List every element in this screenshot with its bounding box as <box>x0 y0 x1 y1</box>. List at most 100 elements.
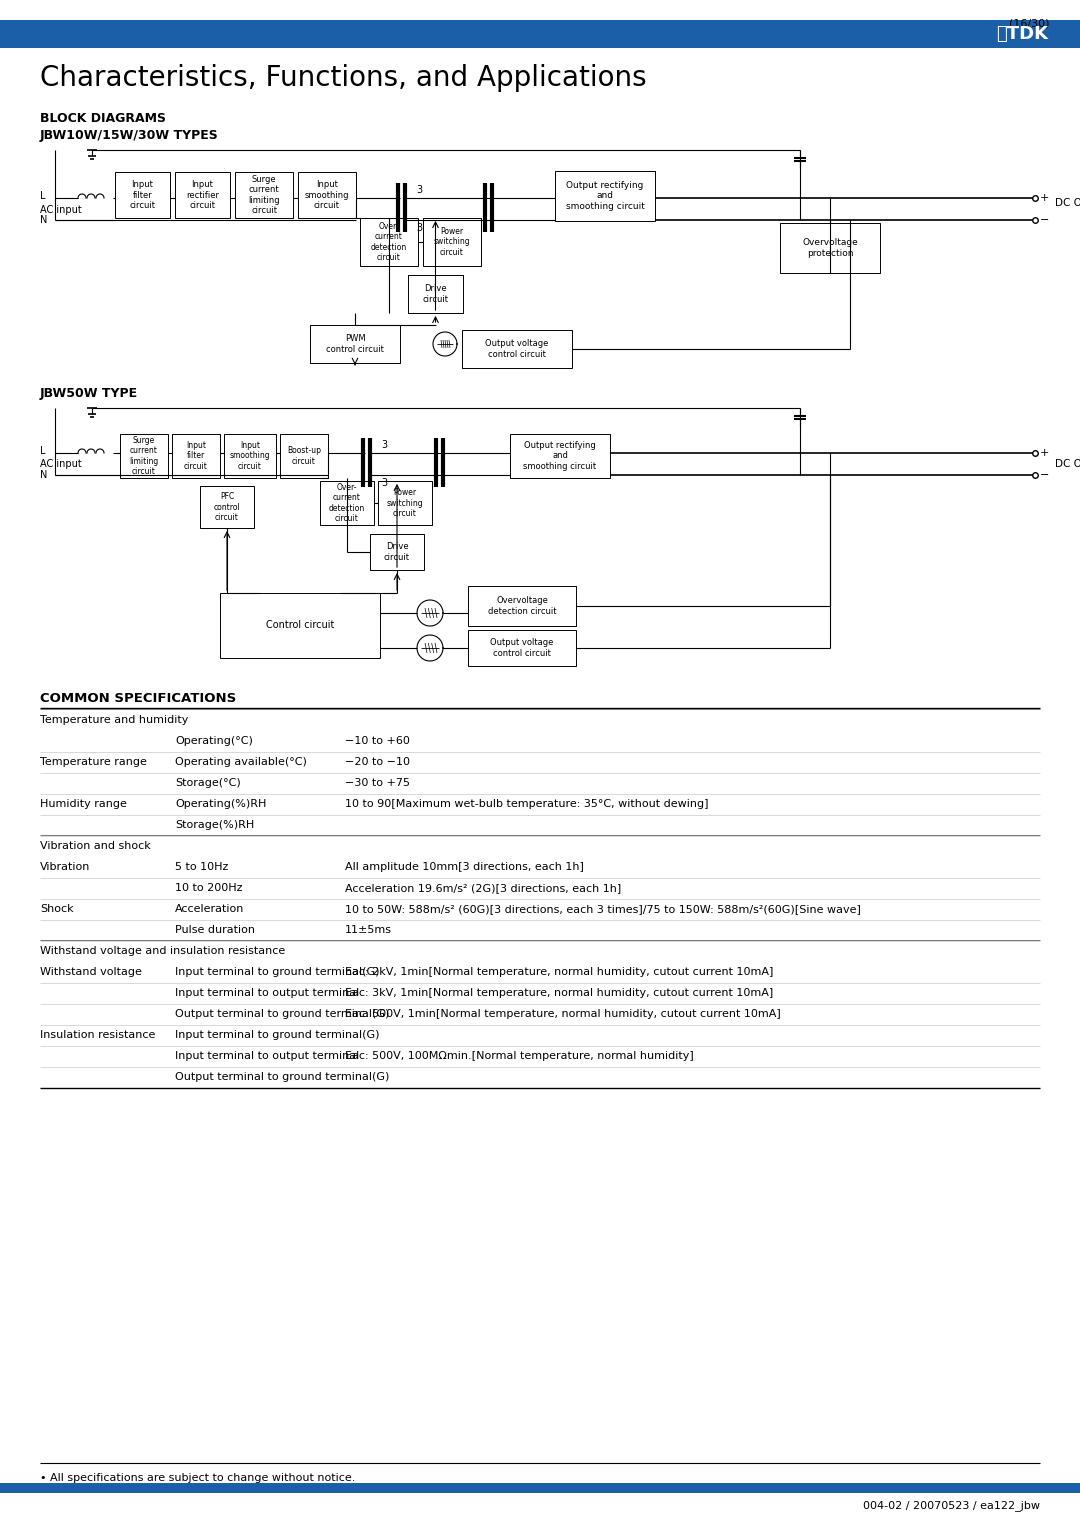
Text: Output voltage
control circuit: Output voltage control circuit <box>490 639 554 657</box>
Text: Surge
current
limiting
circuit: Surge current limiting circuit <box>248 174 280 215</box>
Text: AC input: AC input <box>40 205 82 215</box>
Text: Output rectifying
and
smoothing circuit: Output rectifying and smoothing circuit <box>566 182 645 211</box>
Bar <box>175 173 230 219</box>
Text: Vibration: Vibration <box>40 862 91 872</box>
Text: Storage(%)RH: Storage(%)RH <box>175 821 254 830</box>
Bar <box>378 481 432 526</box>
Bar <box>370 533 424 570</box>
Text: Temperature and humidity: Temperature and humidity <box>40 715 188 724</box>
Bar <box>510 434 610 478</box>
Text: Input
smoothing
circuit: Input smoothing circuit <box>230 442 270 471</box>
Text: 10 to 50W: 588m/s² (60G)[3 directions, each 3 times]/75 to 150W: 588m/s²(60G)[Si: 10 to 50W: 588m/s² (60G)[3 directions, e… <box>345 905 861 914</box>
Bar <box>360 219 418 266</box>
Text: Drive
circuit: Drive circuit <box>384 542 410 562</box>
Text: Acceleration: Acceleration <box>175 905 244 914</box>
Text: Characteristics, Functions, and Applications: Characteristics, Functions, and Applicat… <box>40 64 647 92</box>
Bar <box>462 330 572 368</box>
Bar <box>468 587 576 626</box>
Text: Overvoltage
detection circuit: Overvoltage detection circuit <box>488 596 556 616</box>
Text: Shock: Shock <box>40 905 73 914</box>
Text: 10 to 200Hz: 10 to 200Hz <box>175 883 243 892</box>
Text: Output terminal to ground terminal(G): Output terminal to ground terminal(G) <box>175 1008 390 1019</box>
Text: Eac: 500V, 1min[Normal temperature, normal humidity, cutout current 10mA]: Eac: 500V, 1min[Normal temperature, norm… <box>345 1008 781 1019</box>
Bar <box>235 173 293 219</box>
Text: Surge
current
limiting
circuit: Surge current limiting circuit <box>130 435 159 477</box>
Text: N: N <box>40 471 48 480</box>
Text: ⓉTDK: ⓉTDK <box>996 24 1048 43</box>
Text: Withstand voltage and insulation resistance: Withstand voltage and insulation resista… <box>40 946 285 957</box>
Bar <box>114 173 170 219</box>
Text: (16/30): (16/30) <box>1010 18 1050 28</box>
Bar <box>200 486 254 529</box>
Text: +: + <box>1040 448 1050 458</box>
Text: DC OUT: DC OUT <box>1055 458 1080 469</box>
Text: • All specifications are subject to change without notice.: • All specifications are subject to chan… <box>40 1473 355 1484</box>
Bar <box>780 223 880 274</box>
Text: L: L <box>40 446 45 455</box>
Text: Input
smoothing
circuit: Input smoothing circuit <box>305 180 349 209</box>
Bar <box>0 1484 1080 1493</box>
Text: 10 to 90[Maximum wet-bulb temperature: 35°C, without dewing]: 10 to 90[Maximum wet-bulb temperature: 3… <box>345 799 708 808</box>
Text: Eac: 3kV, 1min[Normal temperature, normal humidity, cutout current 10mA]: Eac: 3kV, 1min[Normal temperature, norma… <box>345 989 773 998</box>
Text: Power
switching
circuit: Power switching circuit <box>387 487 423 518</box>
Text: Withstand voltage: Withstand voltage <box>40 967 141 976</box>
Text: Input terminal to output terminal: Input terminal to output terminal <box>175 1051 360 1060</box>
Text: Eac: 500V, 100MΩmin.[Normal temperature, normal humidity]: Eac: 500V, 100MΩmin.[Normal temperature,… <box>345 1051 693 1060</box>
Text: Input
rectifier
circuit: Input rectifier circuit <box>186 180 219 209</box>
Text: +: + <box>1040 193 1050 203</box>
Text: −: − <box>1040 471 1050 480</box>
Text: PFC
control
circuit: PFC control circuit <box>214 492 241 523</box>
Text: N: N <box>40 215 48 225</box>
Text: Operating(°C): Operating(°C) <box>175 736 253 746</box>
Text: Output voltage
control circuit: Output voltage control circuit <box>485 339 549 359</box>
Text: Input
filter
circuit: Input filter circuit <box>130 180 156 209</box>
Text: JBW10W/15W/30W TYPES: JBW10W/15W/30W TYPES <box>40 128 219 142</box>
Text: Input terminal to ground terminal(G): Input terminal to ground terminal(G) <box>175 1030 379 1041</box>
Text: Output terminal to ground terminal(G): Output terminal to ground terminal(G) <box>175 1073 390 1082</box>
Text: Operating(%)RH: Operating(%)RH <box>175 799 267 808</box>
Text: Vibration and shock: Vibration and shock <box>40 840 151 851</box>
Bar <box>172 434 220 478</box>
Text: Over-
current
detection
circuit: Over- current detection circuit <box>329 483 365 523</box>
Text: Output rectifying
and
smoothing circuit: Output rectifying and smoothing circuit <box>524 442 596 471</box>
Bar <box>408 275 463 313</box>
Text: −: − <box>1040 215 1050 225</box>
Bar <box>220 593 380 659</box>
Text: 3: 3 <box>381 440 387 451</box>
Text: 3: 3 <box>416 185 422 196</box>
Text: 3: 3 <box>416 223 422 232</box>
Text: Drive
circuit: Drive circuit <box>422 284 448 304</box>
Text: AC input: AC input <box>40 458 82 469</box>
Text: DC OUT: DC OUT <box>1055 199 1080 208</box>
Bar <box>555 171 654 222</box>
Text: Operating available(°C): Operating available(°C) <box>175 756 307 767</box>
Text: Overvoltage
protection: Overvoltage protection <box>802 238 858 258</box>
Bar <box>0 20 1080 47</box>
Text: JBW50W TYPE: JBW50W TYPE <box>40 387 138 399</box>
Text: Over-
current
detection
circuit: Over- current detection circuit <box>370 222 407 263</box>
Text: Acceleration 19.6m/s² (2G)[3 directions, each 1h]: Acceleration 19.6m/s² (2G)[3 directions,… <box>345 883 621 892</box>
Text: PWM
control circuit: PWM control circuit <box>326 335 383 353</box>
Bar <box>280 434 328 478</box>
Text: COMMON SPECIFICATIONS: COMMON SPECIFICATIONS <box>40 692 237 704</box>
Bar <box>468 630 576 666</box>
Text: 3: 3 <box>381 478 387 487</box>
Text: 11±5ms: 11±5ms <box>345 924 392 935</box>
Text: Input terminal to output terminal: Input terminal to output terminal <box>175 989 360 998</box>
Text: L: L <box>40 191 45 202</box>
Bar <box>310 325 400 364</box>
Text: Insulation resistance: Insulation resistance <box>40 1030 156 1041</box>
Text: −20 to −10: −20 to −10 <box>345 756 410 767</box>
Text: −10 to +60: −10 to +60 <box>345 736 410 746</box>
Text: Eac: 2kV, 1min[Normal temperature, normal humidity, cutout current 10mA]: Eac: 2kV, 1min[Normal temperature, norma… <box>345 967 773 976</box>
Bar <box>224 434 276 478</box>
Bar <box>423 219 481 266</box>
Bar <box>320 481 374 526</box>
Bar <box>120 434 168 478</box>
Text: Temperature range: Temperature range <box>40 756 147 767</box>
Text: Humidity range: Humidity range <box>40 799 126 808</box>
Text: Storage(°C): Storage(°C) <box>175 778 241 788</box>
Text: Pulse duration: Pulse duration <box>175 924 255 935</box>
Text: Input terminal to ground terminal(G): Input terminal to ground terminal(G) <box>175 967 379 976</box>
Bar <box>298 173 356 219</box>
